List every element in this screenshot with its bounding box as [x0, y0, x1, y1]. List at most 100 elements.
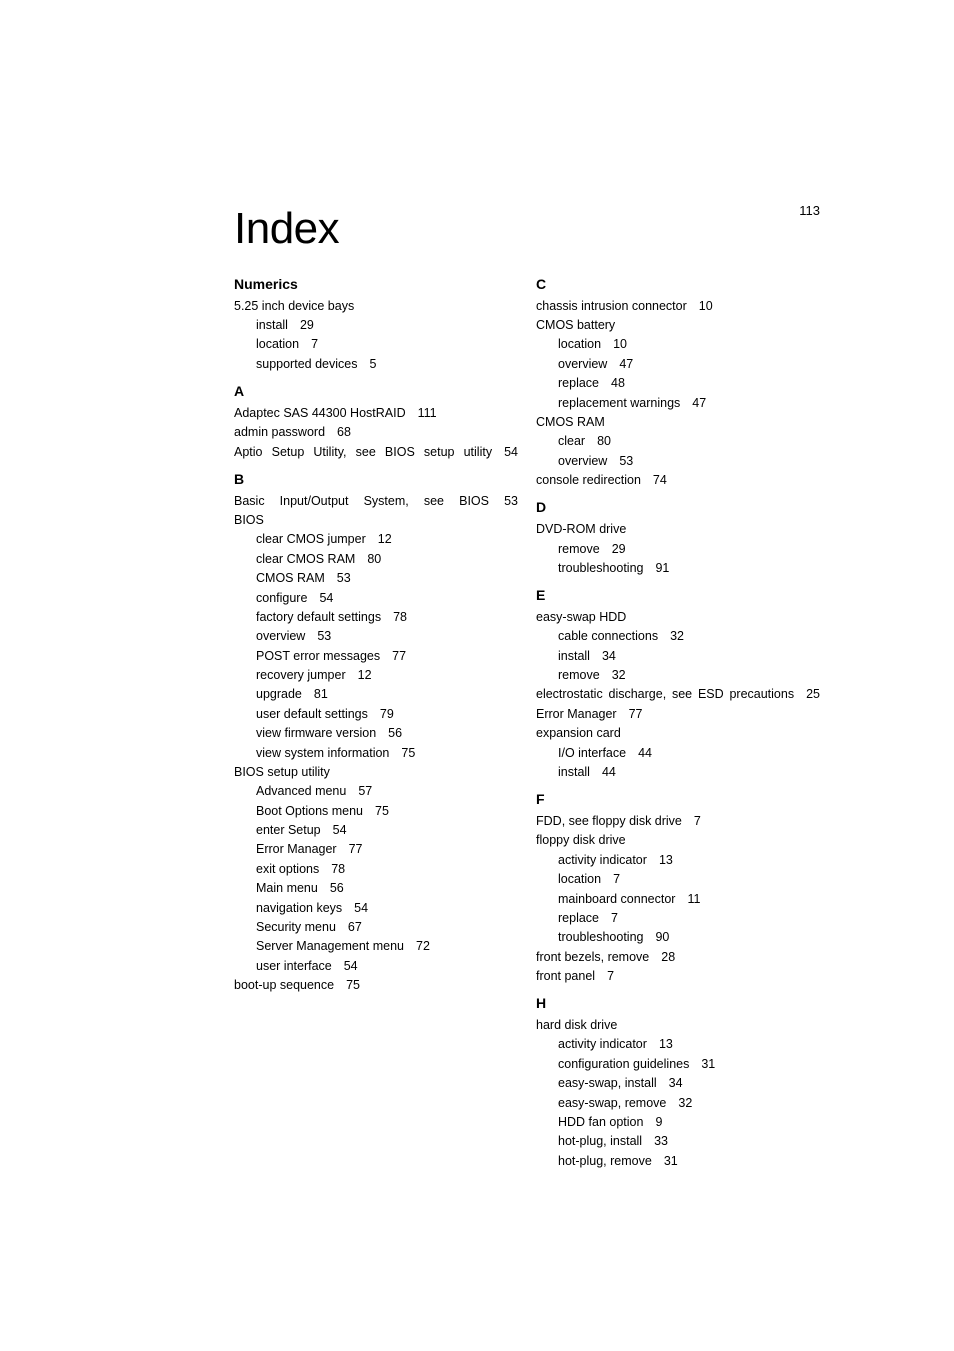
section-heading: A [234, 381, 518, 403]
page-reference: 56 [330, 881, 344, 895]
page-reference: 7 [607, 969, 614, 983]
page-reference: 80 [367, 552, 381, 566]
index-sub-entry: enter Setup 54 [234, 821, 518, 840]
right-column: Cchassis intrusion connector10CMOS batte… [536, 274, 820, 1171]
page-reference: 78 [393, 610, 407, 624]
index-sub-entry: clear CMOS RAM80 [234, 550, 518, 569]
entry-text: front panel [536, 969, 595, 983]
index-sub-entry: mainboard connector11 [536, 890, 820, 909]
page-reference: 79 [380, 707, 394, 721]
entry-text: location [558, 872, 601, 886]
index-entry: chassis intrusion connector10 [536, 297, 820, 316]
entry-text: location [558, 337, 601, 351]
entry-text: DVD-ROM drive [536, 522, 626, 536]
entry-text: boot-up sequence [234, 978, 334, 992]
entry-text: configure [256, 591, 307, 605]
index-sub-entry: remove29 [536, 540, 820, 559]
page-reference: 5 [369, 357, 376, 371]
page-reference: 78 [331, 862, 345, 876]
entry-text: install [256, 318, 288, 332]
page-reference: 54 [333, 823, 347, 837]
entry-text: floppy disk drive [536, 833, 626, 847]
page-reference: 44 [602, 765, 616, 779]
index-sub-entry: recovery jumper 12 [234, 666, 518, 685]
entry-text: 5.25 inch device bays [234, 299, 354, 313]
section-heading: Numerics [234, 274, 518, 296]
index-sub-entry: hot-plug, install33 [536, 1132, 820, 1151]
index-sub-entry: replace7 [536, 909, 820, 928]
index-entry: boot-up sequence 75 [234, 976, 518, 995]
index-sub-entry: POST error messages77 [234, 647, 518, 666]
left-column: Numerics5.25 inch device baysinstall29lo… [234, 274, 518, 1171]
entry-text: install [558, 649, 590, 663]
entry-text: remove [558, 668, 600, 682]
index-sub-entry: configuration guidelines31 [536, 1055, 820, 1074]
entry-text: replace [558, 376, 599, 390]
page-reference: 47 [619, 357, 633, 371]
entry-text: Advanced menu [256, 784, 346, 798]
entry-text: overview [558, 357, 607, 371]
index-sub-entry: factory default settings 78 [234, 608, 518, 627]
page-reference: 57 [358, 784, 372, 798]
page-reference: 80 [597, 434, 611, 448]
entry-text: supported devices [256, 357, 357, 371]
page-reference: 77 [349, 842, 363, 856]
index-sub-entry: location7 [234, 335, 518, 354]
page-reference: 54 [344, 959, 358, 973]
index-sub-entry: I/O interface44 [536, 744, 820, 763]
page-reference: 32 [678, 1096, 692, 1110]
entry-text: activity indicator [558, 853, 647, 867]
page-reference: 53 [337, 571, 351, 585]
index-columns: Numerics5.25 inch device baysinstall29lo… [234, 274, 820, 1171]
section-heading: E [536, 585, 820, 607]
entry-text: Error Manager [256, 842, 337, 856]
page-reference: 12 [358, 668, 372, 682]
index-sub-entry: Error Manager 77 [234, 840, 518, 859]
entry-text: console redirection [536, 473, 641, 487]
page-reference: 75 [346, 978, 360, 992]
page-reference: 47 [692, 396, 706, 410]
index-title: Index [234, 204, 820, 254]
entry-text: BIOS [234, 513, 264, 527]
page-reference: 44 [638, 746, 652, 760]
page-reference: 68 [337, 425, 351, 439]
index-entry: front bezels, remove28 [536, 948, 820, 967]
entry-text: Main menu [256, 881, 318, 895]
index-sub-entry: replace48 [536, 374, 820, 393]
entry-text: Aptio Setup Utility, see BIOS setup util… [234, 445, 492, 459]
entry-text: recovery jumper [256, 668, 346, 682]
page-reference: 53 [619, 454, 633, 468]
index-sub-entry: user interface 54 [234, 957, 518, 976]
entry-text: user interface [256, 959, 332, 973]
index-entry: FDD, see floppy disk drive7 [536, 812, 820, 831]
index-entry: DVD-ROM drive [536, 520, 820, 539]
index-sub-entry: install44 [536, 763, 820, 782]
page-reference: 90 [655, 930, 669, 944]
index-entry: easy-swap HDD [536, 608, 820, 627]
index-entry: BIOS setup utility [234, 763, 518, 782]
page-reference: 34 [669, 1076, 683, 1090]
page-reference: 75 [375, 804, 389, 818]
page-reference: 32 [612, 668, 626, 682]
page-reference: 29 [300, 318, 314, 332]
page-reference: 91 [655, 561, 669, 575]
page-reference: 7 [613, 872, 620, 886]
entry-text: enter Setup [256, 823, 321, 837]
entry-text: FDD, see floppy disk drive [536, 814, 682, 828]
section-heading: D [536, 497, 820, 519]
entry-text: user default settings [256, 707, 368, 721]
index-sub-entry: overview53 [234, 627, 518, 646]
entry-text: chassis intrusion connector [536, 299, 687, 313]
page-reference: 111 [418, 406, 437, 420]
entry-text: troubleshooting [558, 930, 643, 944]
entry-text: location [256, 337, 299, 351]
entry-text: cable connections [558, 629, 658, 643]
entry-text: overview [558, 454, 607, 468]
index-sub-entry: Server Management menu72 [234, 937, 518, 956]
index-sub-entry: upgrade81 [234, 685, 518, 704]
index-sub-entry: CMOS RAM53 [234, 569, 518, 588]
index-entry: hard disk drive [536, 1016, 820, 1035]
entry-text: factory default settings [256, 610, 381, 624]
page-reference: 29 [612, 542, 626, 556]
index-sub-entry: cable connections32 [536, 627, 820, 646]
